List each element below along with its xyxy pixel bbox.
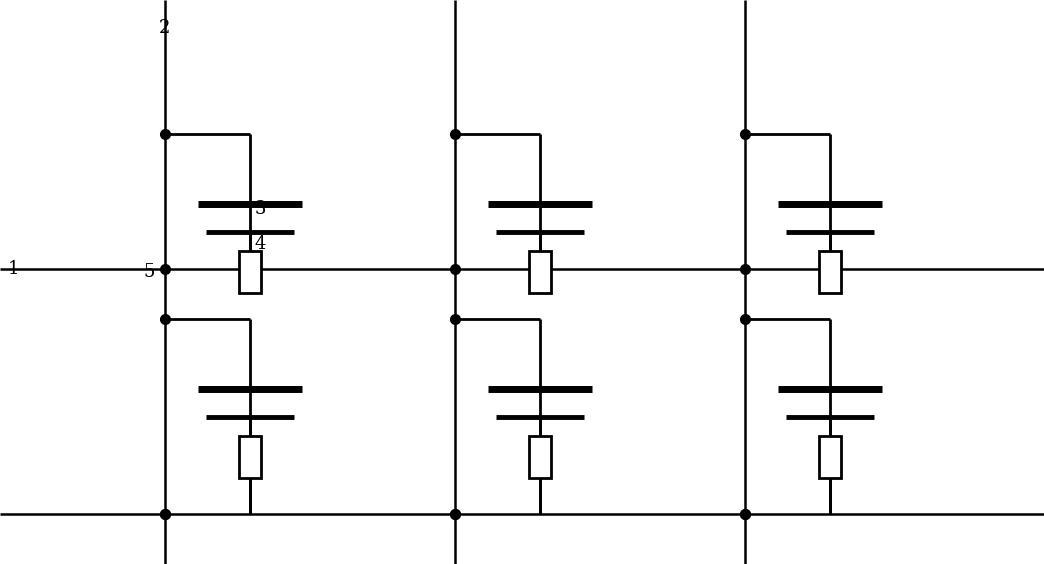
Bar	[818, 436, 841, 478]
Text: 5: 5	[144, 263, 155, 281]
Text: 4: 4	[255, 235, 266, 253]
Text: 2: 2	[160, 19, 170, 37]
Text: 3: 3	[255, 200, 266, 218]
Bar	[529, 436, 551, 478]
Bar	[239, 436, 261, 478]
Bar	[529, 251, 551, 293]
Text: 1: 1	[8, 260, 20, 278]
Bar	[239, 251, 261, 293]
Bar	[818, 251, 841, 293]
